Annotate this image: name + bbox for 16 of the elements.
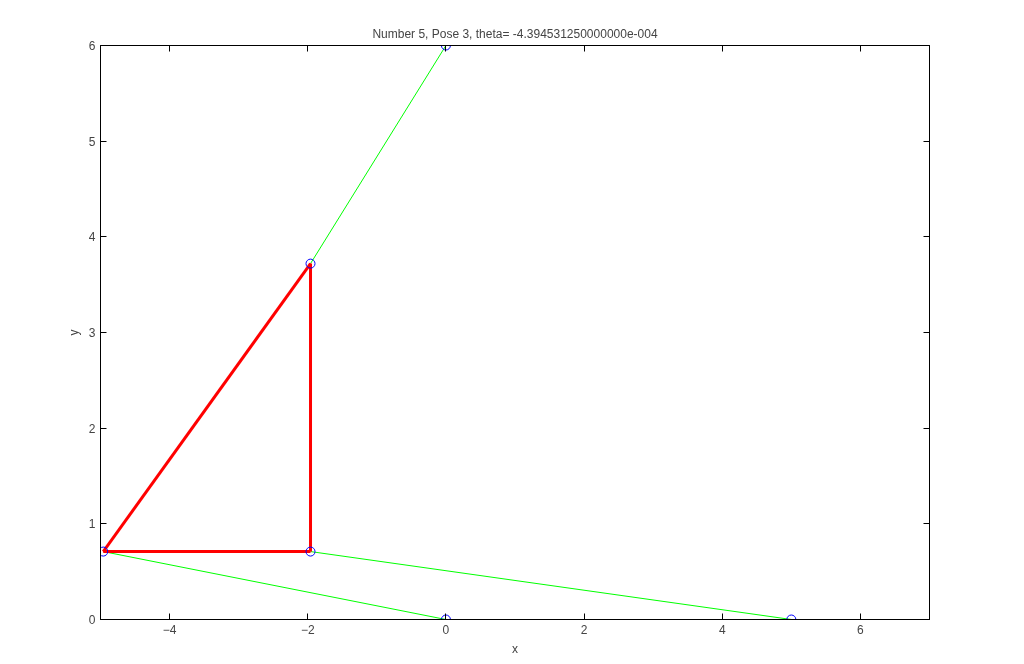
x-tick-label: 0 — [442, 622, 450, 637]
y-tick-label: 1 — [88, 517, 96, 532]
y-tick-label: 4 — [88, 230, 96, 245]
x-axis-title: x — [512, 641, 518, 656]
y-tick-label: 3 — [88, 326, 96, 340]
y-tick-label: 5 — [88, 134, 96, 149]
x-tick-label: 2 — [580, 622, 588, 637]
y-tick-label: 0 — [88, 613, 96, 627]
x-tick-label: 4 — [718, 622, 726, 637]
y-tick-label: 6 — [88, 39, 96, 53]
y-tick-label: 2 — [88, 421, 96, 436]
x-tick-label: −4 — [162, 622, 177, 637]
chart-title: Number 5, Pose 3, theta= -4.394531250000000e-004 — [372, 26, 658, 41]
x-tick-label: −2 — [300, 622, 315, 637]
x-tick-label: 6 — [857, 622, 865, 637]
y-axis-title: y — [66, 329, 81, 336]
